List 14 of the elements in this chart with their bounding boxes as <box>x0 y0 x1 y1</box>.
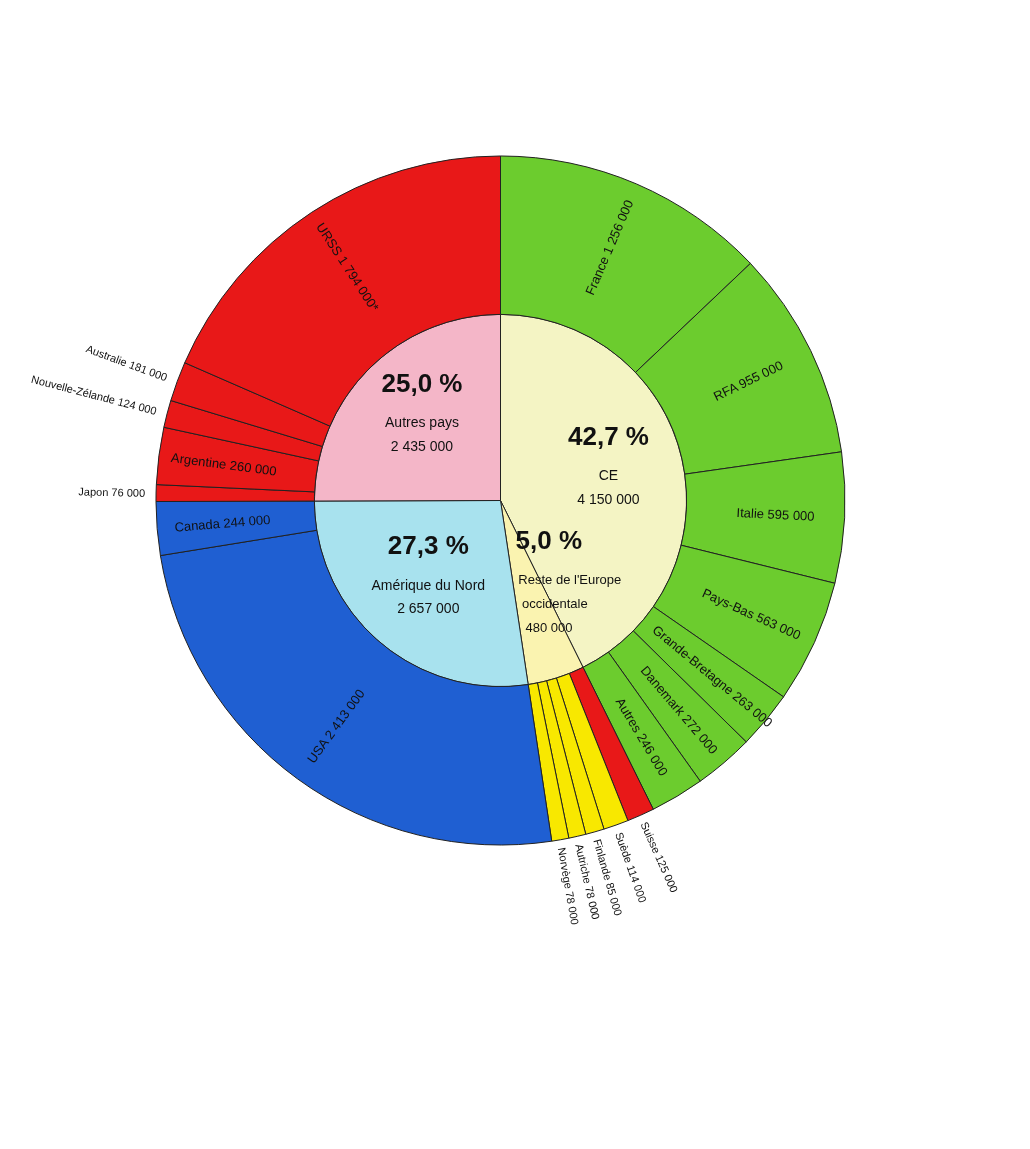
slice-label: Amérique du Nord <box>371 576 486 593</box>
slice-label: CE <box>598 467 619 484</box>
category-label: Italie 595 000 <box>736 504 815 524</box>
data-label: 2 435 000 <box>390 437 454 454</box>
category-label: Canada 244 000 <box>173 511 271 535</box>
data-label: 2 657 000 <box>397 600 460 617</box>
text: 25,0 % <box>381 367 463 398</box>
data-label: 4 150 000 <box>577 491 640 508</box>
text: 42,7 % <box>567 420 649 451</box>
text: 27,3 % <box>387 530 469 561</box>
category-label: Japon 76 000 <box>78 485 146 499</box>
category-label: Argentine 260 000 <box>170 449 278 479</box>
slice-label: Autres pays <box>385 414 459 431</box>
category-label: RFA 955 000 <box>711 357 786 404</box>
